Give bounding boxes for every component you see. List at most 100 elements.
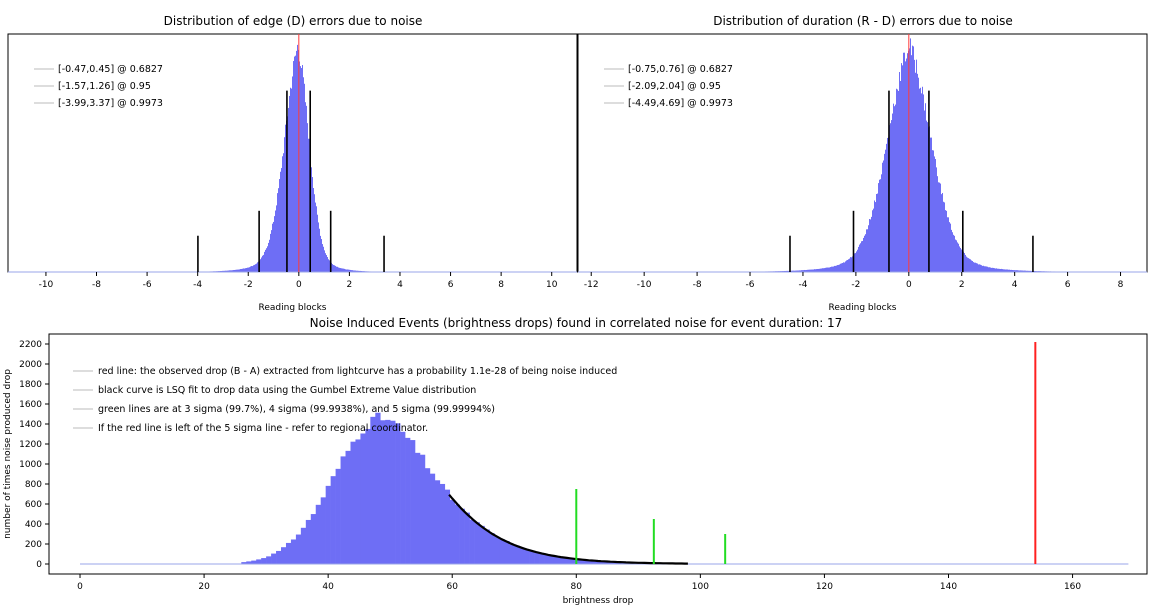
histogram-bar [968, 258, 969, 272]
histogram-bar [244, 268, 245, 272]
histogram-bar [875, 202, 876, 272]
histogram-bar [252, 266, 253, 272]
histogram-bar [234, 269, 235, 272]
histogram-bar [894, 106, 895, 273]
histogram-bar [339, 267, 340, 272]
histogram-bar [971, 260, 972, 272]
histogram-bar [524, 549, 530, 564]
histogram-bar [317, 214, 318, 272]
histogram-bar [930, 137, 931, 272]
histogram-bar [328, 259, 329, 272]
histogram-bar [353, 270, 354, 272]
histogram-bar [822, 268, 823, 272]
histogram-bar [1013, 270, 1014, 272]
histogram-bar [870, 219, 871, 272]
histogram-bar [289, 95, 290, 272]
histogram-bar [333, 264, 334, 272]
histogram-bar [499, 539, 505, 564]
histogram-bar [818, 268, 819, 272]
histogram-bar [349, 269, 350, 272]
histogram-bar [876, 193, 877, 272]
histogram-bar [311, 167, 312, 272]
histogram-bar [925, 103, 926, 272]
histogram-bar [385, 419, 391, 564]
histogram-bar [952, 232, 953, 272]
histogram-bar [884, 153, 885, 272]
histogram-bar [539, 553, 545, 564]
histogram-bar [342, 268, 343, 272]
histogram-bar [233, 270, 234, 272]
histogram-bar [933, 150, 934, 272]
histogram-bar [937, 176, 938, 272]
histogram-bar [923, 94, 924, 272]
histogram-bar [325, 253, 326, 272]
histogram-bar [255, 264, 256, 272]
histogram-bar [813, 269, 814, 272]
x-tick-label: 140 [940, 582, 957, 592]
histogram-bar [991, 267, 992, 272]
histogram-bar [345, 450, 351, 564]
histogram-bar [434, 480, 441, 564]
x-tick-label: -2 [244, 280, 253, 290]
histogram-bar [270, 233, 271, 272]
histogram-bar [251, 266, 252, 272]
histogram-bar [271, 553, 277, 564]
y-tick-label: 200 [25, 540, 42, 550]
histogram-bar [919, 88, 920, 272]
histogram-bar [819, 268, 820, 272]
histogram-bar [879, 179, 880, 272]
histogram-bar [321, 239, 322, 272]
histogram-bar [851, 257, 852, 272]
histogram-bar [947, 217, 948, 272]
histogram-bar [304, 83, 305, 272]
histogram-bar [240, 269, 241, 272]
histogram-bar [860, 243, 861, 272]
histogram-bar [1004, 269, 1005, 272]
histogram-bar [843, 262, 844, 272]
histogram-bar [905, 61, 906, 272]
histogram-bar [939, 182, 940, 272]
histogram-bar [830, 267, 831, 272]
histogram-bar [348, 269, 349, 272]
histogram-bar [375, 412, 381, 564]
histogram-bar [276, 205, 277, 272]
x-tick-label: 60 [446, 582, 458, 592]
histogram-bar [305, 102, 306, 273]
histogram-bar [341, 268, 342, 272]
histogram-bar [1009, 269, 1010, 272]
histogram-bar [935, 159, 936, 272]
histogram-bar [444, 489, 451, 564]
x-tick-label: 160 [1064, 582, 1081, 592]
histogram-bar [356, 270, 357, 272]
histogram-bar [803, 270, 804, 272]
histogram-bar [261, 558, 267, 564]
histogram-bar [966, 256, 967, 272]
histogram-bar [976, 263, 977, 272]
histogram-bar [931, 137, 932, 272]
histogram-bar [828, 267, 829, 272]
histogram-bar [840, 263, 841, 272]
histogram-bar [338, 267, 339, 272]
histogram-bar [793, 270, 794, 272]
histogram-bar [926, 120, 927, 272]
histogram-bar [941, 194, 942, 272]
histogram-bar [243, 268, 244, 272]
histogram-bar [1015, 270, 1016, 272]
histogram-bar [846, 260, 847, 272]
histogram-bar [277, 193, 278, 272]
histogram-bar [927, 122, 928, 272]
histogram-bar [332, 264, 333, 272]
histogram-bar [954, 235, 955, 272]
histogram-bar [608, 561, 614, 564]
histogram-bar [901, 63, 902, 273]
y-tick-label: 2000 [19, 360, 42, 370]
histogram-bar [419, 454, 426, 564]
histogram-bar [529, 551, 535, 564]
histogram-bar [862, 240, 863, 272]
x-tick-label: 6 [1065, 280, 1071, 290]
histogram-bar [295, 55, 296, 272]
histogram-bar [979, 264, 980, 272]
histogram-bar [850, 257, 851, 272]
histogram-bar [257, 262, 258, 272]
x-tick-label: 4 [397, 280, 403, 290]
